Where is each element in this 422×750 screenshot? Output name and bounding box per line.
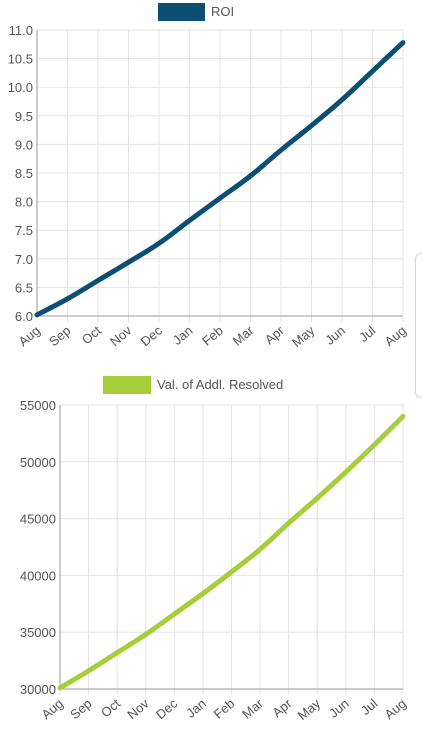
resolved-x-tick-label: Jul [358, 696, 380, 718]
resolved-x-tick-label: Jun [326, 696, 352, 721]
roi-y-tick-label: 6.0 [15, 309, 33, 324]
resolved-x-tick-label: May [295, 695, 324, 723]
resolved-value-chart: Val. of Addl. Resolved 30000 35000 40000 450… [20, 376, 409, 723]
roi-x-tick-label: Mar [230, 322, 257, 348]
roi-y-tick-label: 7.0 [15, 252, 33, 267]
resolved-x-tick-label: Sep [67, 696, 94, 722]
roi-x-tick-label: Dec [138, 322, 166, 349]
roi-y-tick-label: 8.5 [15, 166, 33, 181]
resolved-x-tick-label: Feb [211, 696, 238, 722]
resolved-y-tick-label: 45000 [20, 512, 56, 527]
resolved-y-tick-label: 55000 [20, 398, 56, 413]
roi-x-tick-label: Aug [382, 323, 409, 349]
roi-y-tick-label: 9.0 [15, 137, 33, 152]
resolved-x-tick-label: Aug [382, 696, 409, 722]
resolved-x-tick-label: Apr [269, 695, 295, 720]
roi-legend-label: ROI [211, 4, 234, 19]
roi-y-tick-label: 8.0 [15, 195, 33, 210]
roi-y-tick-label: 9.5 [15, 109, 33, 124]
roi-y-tick-label: 11.0 [9, 23, 33, 38]
roi-x-tick-label: Oct [79, 323, 104, 348]
resolved-y-tick-label: 35000 [20, 625, 56, 640]
roi-x-tick-label: Apr [262, 322, 288, 347]
resolved-x-tick-label: Oct [98, 696, 123, 721]
resolved-legend-swatch [103, 376, 151, 394]
roi-x-tick-label: May [289, 322, 318, 350]
resolved-x-tick-label: Jan [183, 696, 209, 721]
roi-y-tick-label: 10.5 [8, 52, 33, 67]
roi-legend-swatch [158, 3, 205, 21]
resolved-x-tick-label: Aug [39, 696, 66, 722]
scroll-handle[interactable] [415, 253, 422, 398]
resolved-x-tick-label: Dec [153, 695, 181, 722]
roi-x-tick-label: Jul [356, 323, 378, 345]
roi-x-tick-label: Feb [199, 323, 226, 349]
resolved-legend-label: Val. of Addl. Resolved [157, 377, 283, 392]
resolved-series-line [57, 413, 406, 691]
roi-y-tick-label: 6.5 [15, 280, 33, 295]
roi-x-tick-label: Nov [107, 322, 135, 349]
resolved-x-tick-label: Mar [239, 695, 266, 721]
roi-x-tick-label: Jan [170, 323, 196, 348]
roi-x-tick-label: Jun [322, 323, 348, 348]
resolved-y-tick-label: 40000 [20, 568, 56, 583]
roi-chart: ROI 6.0 6.5 7.0 7.5 8.0 8.5 9.0 9.5 10.0 10.5 11.0 A… [8, 3, 409, 350]
resolved-x-tick-label: Nov [124, 695, 152, 722]
roi-y-tick-label: 10.0 [8, 80, 33, 95]
roi-x-tick-label: Sep [46, 323, 73, 349]
resolved-y-tick-label: 50000 [20, 455, 56, 470]
roi-x-tick-label: Aug [16, 323, 43, 349]
roi-series-line [34, 40, 406, 318]
resolved-y-tick-label: 30000 [20, 682, 56, 697]
roi-y-tick-label: 7.5 [15, 223, 33, 238]
